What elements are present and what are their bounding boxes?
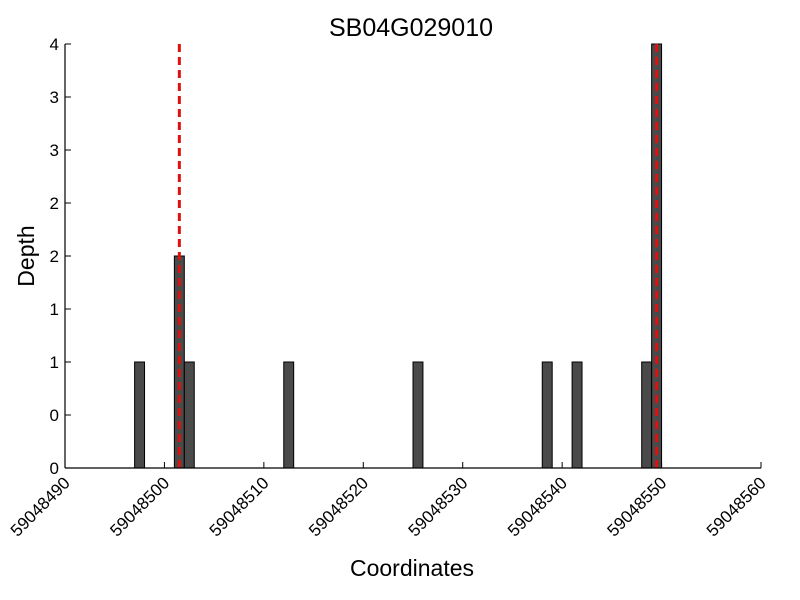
bar-3	[283, 361, 295, 469]
chart-title: SB04G029010	[329, 14, 493, 42]
x-tick-label-2: 59048510	[206, 473, 273, 540]
y-tick-label-8: 4	[50, 35, 59, 54]
y-axis-title: Depth	[13, 225, 39, 286]
bar-0	[134, 361, 146, 469]
bar-2	[183, 361, 195, 469]
y-tick-label-4: 2	[50, 247, 59, 266]
x-tick-label-0: 59048490	[7, 473, 74, 540]
markers-layer	[177, 44, 659, 468]
y-tick-label-3: 1	[50, 300, 59, 319]
y-tick-label-2: 1	[50, 353, 59, 372]
bar-7	[641, 361, 653, 469]
y-tick-label-7: 3	[50, 88, 59, 107]
bars-layer	[134, 43, 663, 469]
x-ticks: 59048490 59048500 59048510 59048520 59048530…	[7, 462, 770, 540]
bar-5	[541, 361, 553, 469]
y-tick-label-6: 3	[50, 141, 59, 160]
x-tick-label-5: 59048540	[504, 473, 571, 540]
x-tick-label-7: 59048560	[703, 473, 770, 540]
y-tick-label-0: 0	[50, 459, 59, 478]
bar-6	[571, 361, 583, 469]
y-ticks: 0 0 1 1 2 2 3 3 4	[50, 35, 71, 478]
x-tick-label-3: 59048520	[305, 473, 372, 540]
y-tick-label-1: 0	[50, 406, 59, 425]
x-tick-label-4: 59048530	[405, 473, 472, 540]
bar-4	[412, 361, 424, 469]
x-axis-title: Coordinates	[350, 555, 474, 581]
x-tick-label-1: 59048500	[106, 473, 173, 540]
x-tick-label-6: 59048550	[603, 473, 670, 540]
y-tick-label-5: 2	[50, 194, 59, 213]
